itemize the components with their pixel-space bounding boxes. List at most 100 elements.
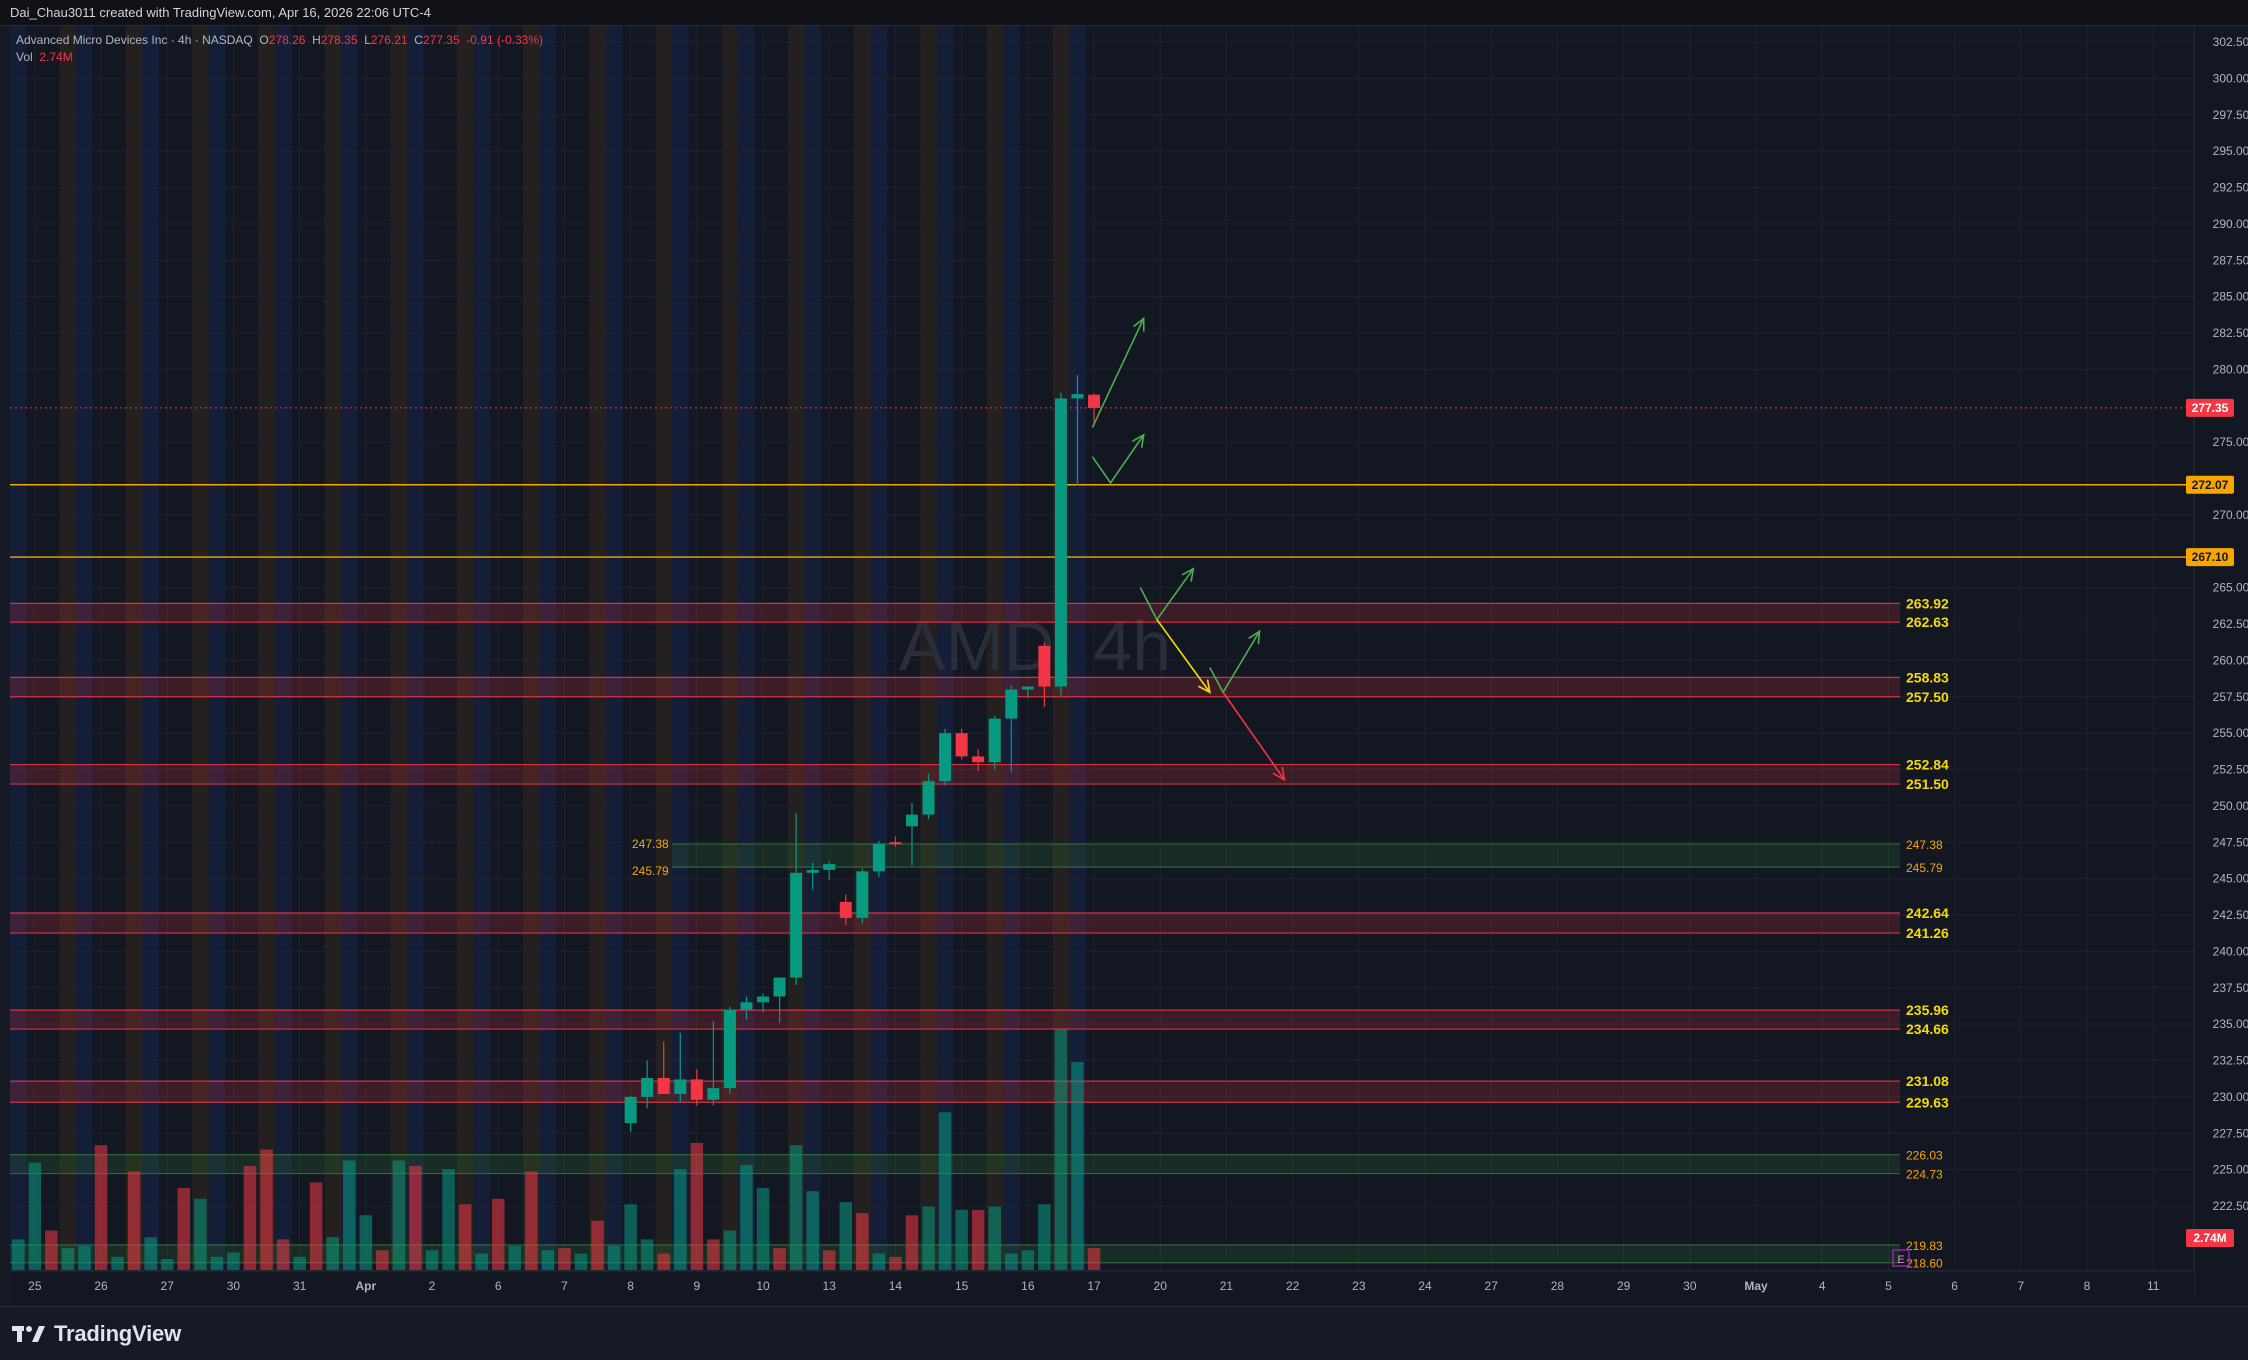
tradingview-wordmark: TradingView [54,1321,181,1346]
volume-bar [938,1112,952,1270]
candles [624,375,1101,1132]
candle-body [1005,689,1018,719]
time-axis[interactable] [10,1271,2194,1306]
volume-bars [12,1029,1101,1270]
grid [10,26,2194,1271]
session-band [407,26,424,1271]
x-tick-label: 17 [1087,1279,1101,1293]
volume-bar [144,1237,157,1270]
y-tick-label: 280.00 [2213,362,2248,376]
volume-bar [789,1145,803,1270]
candle-body [823,864,836,870]
y-tick-label: 270.00 [2213,508,2248,522]
volume-bar [889,1256,902,1270]
session-band [1003,26,1020,1271]
zone-left-bottom-label: 245.79 [632,864,669,878]
price-axis[interactable] [2194,26,2248,1306]
session-band [258,26,275,1271]
volume-bar [127,1171,141,1270]
x-tick-label: 5 [1885,1279,1892,1293]
y-axis-ticks: 302.50 300.00 297.50 295.00 292.50 290.00 287.… [2213,35,2248,1213]
zone-box [10,1081,1900,1103]
volume-bar [822,1250,836,1270]
zone-bottom-label: 262.63 [1906,614,1949,630]
session-band [274,26,292,1271]
zone-bottom-label: 218.60 [1906,1257,1943,1271]
volume-bar [607,1245,621,1270]
volume-bar [541,1250,555,1270]
candle-body [690,1079,703,1100]
x-tick-label: 4 [1819,1279,1826,1293]
candle-body [939,733,952,782]
volume-bar [111,1256,124,1270]
volume-bar [227,1252,240,1270]
legend-low-label: L [364,33,371,47]
tradingview-logo[interactable]: TradingView [12,1321,181,1347]
price-chart[interactable]: AMD, 4h 263.92262.63258.83257.50252.8425… [0,0,2248,1306]
x-tick-label: 8 [2084,1279,2091,1293]
session-band [523,26,540,1271]
session-band [854,26,871,1271]
volume-bar [1054,1029,1068,1270]
arrow-head [1248,629,1261,645]
legend-close-label: C [414,33,423,47]
session-band [473,26,490,1271]
x-tick-label: 6 [495,1279,502,1293]
x-tick-label: 26 [94,1279,108,1293]
symbol-legend: Advanced Micro Devices Inc · 4h · NASDAQ… [16,32,543,66]
zone-top-label: 247.38 [1906,838,1943,852]
x-tick-label: 28 [1551,1279,1565,1293]
volume-bar [872,1253,886,1270]
zone-bottom-label: 224.73 [1906,1168,1943,1182]
volume-bar [624,1204,637,1270]
candle-body [905,814,918,827]
session-band [192,26,209,1271]
session-band [59,26,77,1271]
y-tick-label: 275.00 [2213,435,2248,449]
volume-bar [657,1253,670,1270]
zones [10,602,1900,1264]
y-tick-label: 262.50 [2213,617,2248,631]
zone-top-label: 235.96 [1906,1002,1949,1018]
legend-symbol: Advanced Micro Devices Inc · 4h · NASDAQ [16,33,253,47]
zone-bottom-label: 251.50 [1906,776,1949,792]
volume-bar [971,1209,985,1270]
x-tick-label: 9 [693,1279,700,1293]
price-badge [2186,398,2234,417]
volume-bar [425,1250,439,1270]
zone-top-label: 219.83 [1906,1239,1943,1253]
volume-bar [276,1239,290,1270]
session-band [208,26,226,1271]
volume-bar [690,1142,704,1270]
zone-top-label: 258.83 [1906,669,1949,685]
x-tick-label: 7 [2017,1279,2024,1293]
y-tick-label: 225.00 [2213,1163,2248,1177]
x-tick-label: 11 [2147,1279,2160,1293]
volume-bar [1005,1253,1018,1270]
price-badge-label: 277.35 [2192,401,2229,415]
candle-body [641,1077,654,1097]
volume-bar [1021,1250,1035,1270]
candle-body [856,871,869,918]
projection-arrow [1091,318,1145,428]
legend-volume-row: Vol 2.74M [16,49,543,66]
chart-pane[interactable] [10,26,2194,1299]
volume-bar [839,1202,853,1270]
y-tick-label: 250.00 [2213,799,2248,813]
candle-body [889,842,902,845]
volume-bar [674,1169,687,1270]
candle-body [740,1002,753,1010]
session-band [738,26,755,1271]
candle-body [1038,645,1051,687]
x-tick-label: 21 [1220,1279,1234,1293]
x-tick-label: 27 [161,1279,175,1293]
session-band [870,26,888,1271]
y-tick-label: 245.00 [2213,872,2248,886]
session-band [672,26,689,1271]
volume-bar [525,1171,538,1270]
y-tick-label: 255.00 [2213,726,2248,740]
candle-body [757,996,770,1003]
session-band [936,26,954,1271]
candle-body [1088,394,1101,408]
legend-high-label: H [312,33,321,47]
